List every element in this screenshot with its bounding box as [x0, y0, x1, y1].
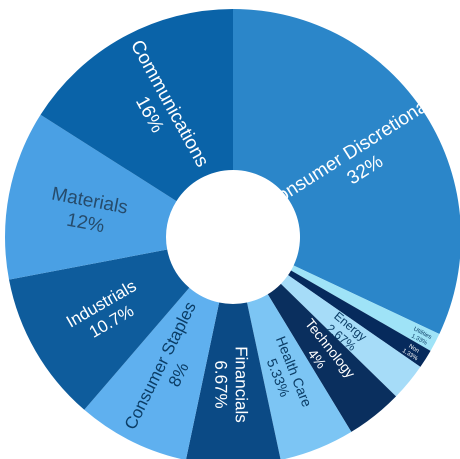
slice-health-care	[247, 294, 352, 459]
slice-industrials	[9, 249, 190, 410]
slice-utilities	[291, 265, 440, 351]
slice-technology	[267, 283, 397, 432]
slice-communications	[40, 9, 233, 202]
slice-materials	[4, 114, 177, 280]
slice-name: Financials	[232, 346, 251, 423]
slice-non	[288, 270, 431, 367]
slice-name: Non	[407, 344, 420, 355]
slice-financials	[186, 302, 281, 459]
slice-energy	[280, 275, 421, 397]
slice-consumer-staples	[84, 287, 220, 459]
slice-value-label: 6.67%	[211, 360, 230, 408]
slice-consumer-discretionary	[233, 9, 460, 334]
